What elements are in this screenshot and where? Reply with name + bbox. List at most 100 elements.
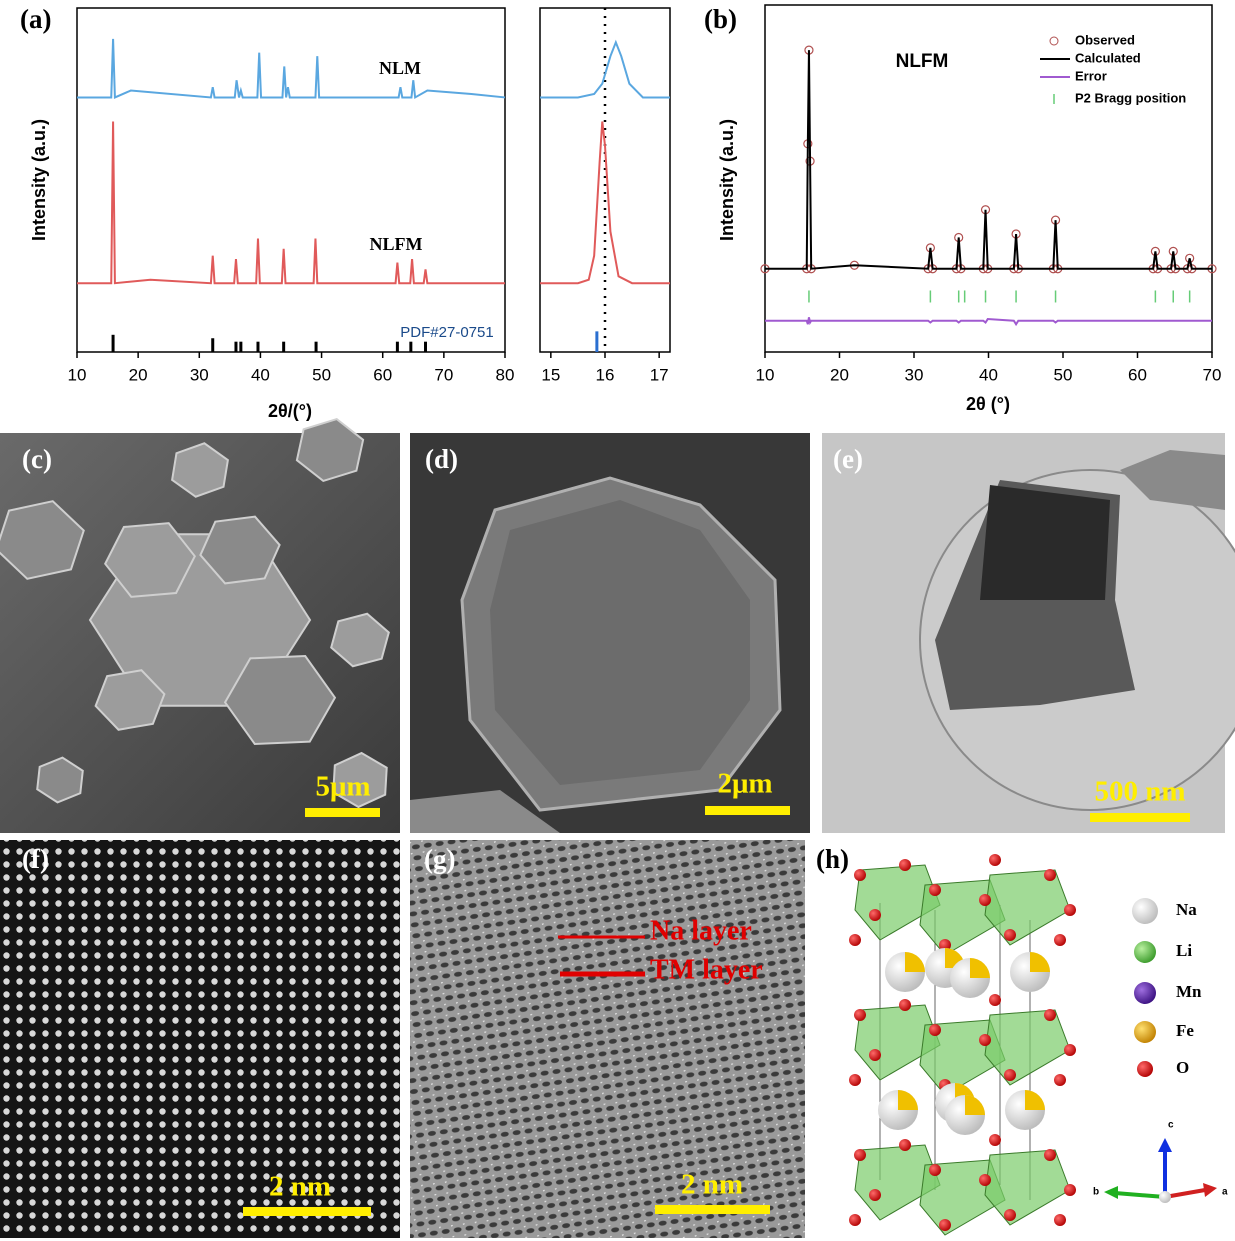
legend-label: Calculated xyxy=(1075,50,1141,65)
particle xyxy=(0,500,85,580)
x-tick-label: 20 xyxy=(129,365,148,384)
legend-label: Observed xyxy=(1075,32,1135,47)
flake xyxy=(1120,450,1225,510)
iron-site xyxy=(1030,952,1050,972)
series-label: NLM xyxy=(379,58,421,78)
axis-origin xyxy=(1159,1191,1171,1203)
panel-label: (b) xyxy=(704,4,737,34)
axis-arrow xyxy=(1114,1191,1166,1199)
oxygen-atom xyxy=(979,1174,991,1186)
annotation: NLFM xyxy=(896,51,949,72)
x-tick-label: 70 xyxy=(434,365,453,384)
particle xyxy=(332,751,388,809)
particle xyxy=(223,654,337,746)
scale-bar xyxy=(655,1205,770,1214)
legend-symbol xyxy=(1134,1021,1156,1043)
oxygen-atom xyxy=(1004,1069,1016,1081)
scale-bar-label: 2 nm xyxy=(681,1169,743,1201)
oxygen-atom xyxy=(1064,904,1076,916)
panel-label: (g) xyxy=(424,844,455,874)
series-line xyxy=(540,39,670,99)
series-line xyxy=(765,317,1212,327)
iron-site xyxy=(905,952,925,972)
oxygen-atom xyxy=(1004,929,1016,941)
x-tick-label: 30 xyxy=(905,365,924,384)
series-line xyxy=(77,38,506,100)
iron-site xyxy=(898,1090,918,1110)
legend-symbol xyxy=(1134,982,1156,1004)
x-tick-label: 40 xyxy=(251,365,270,384)
oxygen-atom xyxy=(989,994,1001,1006)
x-axis-title: 2θ (°) xyxy=(966,394,1010,414)
x-tick-label: 30 xyxy=(190,365,209,384)
panel-label: (f) xyxy=(22,844,49,874)
oxygen-atom xyxy=(849,1214,861,1226)
annotation: Na layer xyxy=(650,915,752,946)
axis-arrow xyxy=(1164,1188,1206,1199)
axis-label: c xyxy=(1168,1120,1174,1131)
plot-frame xyxy=(76,7,506,353)
legend-symbol xyxy=(1049,36,1059,46)
scale-bar xyxy=(305,808,380,817)
particle xyxy=(171,442,229,498)
octahedron xyxy=(984,1149,1071,1226)
legend-label: Mn xyxy=(1176,982,1202,1001)
legend-label: O xyxy=(1176,1058,1189,1077)
octahedron xyxy=(854,1144,941,1221)
x-axis-title: 2θ/(°) xyxy=(268,401,312,421)
oxygen-atom xyxy=(854,1009,866,1021)
x-tick-label: 10 xyxy=(68,365,87,384)
scale-bar xyxy=(1090,813,1190,822)
oxygen-atom xyxy=(869,1189,881,1201)
x-tick-label: 60 xyxy=(373,365,392,384)
particle-face xyxy=(490,500,750,785)
oxygen-atom xyxy=(1044,869,1056,881)
legend-label: Li xyxy=(1176,941,1192,960)
oxygen-atom xyxy=(989,854,1001,866)
oxygen-atom xyxy=(1044,1009,1056,1021)
particle xyxy=(36,756,84,804)
series-label: NLFM xyxy=(370,234,423,254)
particle xyxy=(199,515,281,585)
iron-site xyxy=(970,958,990,978)
octahedron xyxy=(984,869,1071,946)
arrow-head xyxy=(1203,1183,1217,1197)
legend-label: P2 Bragg position xyxy=(1075,90,1186,105)
scale-bar-label: 5μm xyxy=(315,771,370,803)
x-tick-label: 10 xyxy=(756,365,775,384)
x-tick-label: 20 xyxy=(830,365,849,384)
x-tick-label: 40 xyxy=(979,365,998,384)
arrow-head xyxy=(1158,1138,1172,1152)
oxygen-atom xyxy=(899,1139,911,1151)
oxygen-atom xyxy=(989,1134,1001,1146)
oxygen-atom xyxy=(979,894,991,906)
particle xyxy=(330,612,390,668)
arrow-head xyxy=(1104,1186,1118,1199)
octahedron xyxy=(984,1009,1071,1086)
octahedron xyxy=(854,1004,941,1081)
scale-bar-label: 500 nm xyxy=(1094,776,1185,808)
legend-label: Na xyxy=(1176,900,1197,919)
legend-label: Error xyxy=(1075,68,1107,83)
oxygen-atom xyxy=(899,859,911,871)
axis-label: b xyxy=(1093,1187,1099,1198)
oxygen-atom xyxy=(1054,1214,1066,1226)
series-line xyxy=(77,121,505,285)
oxygen-atom xyxy=(929,884,941,896)
x-tick-label: 16 xyxy=(596,365,615,384)
iron-site xyxy=(1025,1090,1045,1110)
x-tick-label: 15 xyxy=(541,365,560,384)
panel-label: (c) xyxy=(22,444,52,474)
x-tick-label: 17 xyxy=(650,365,669,384)
debris xyxy=(410,790,560,833)
x-tick-label: 60 xyxy=(1128,365,1147,384)
oxygen-atom xyxy=(849,1074,861,1086)
panel-label: (h) xyxy=(816,844,849,874)
oxygen-atom xyxy=(939,939,951,951)
particle xyxy=(104,522,196,598)
oxygen-atom xyxy=(1054,1074,1066,1086)
annotation: TM layer xyxy=(650,954,763,985)
oxygen-atom xyxy=(869,909,881,921)
x-tick-label: 50 xyxy=(312,365,331,384)
